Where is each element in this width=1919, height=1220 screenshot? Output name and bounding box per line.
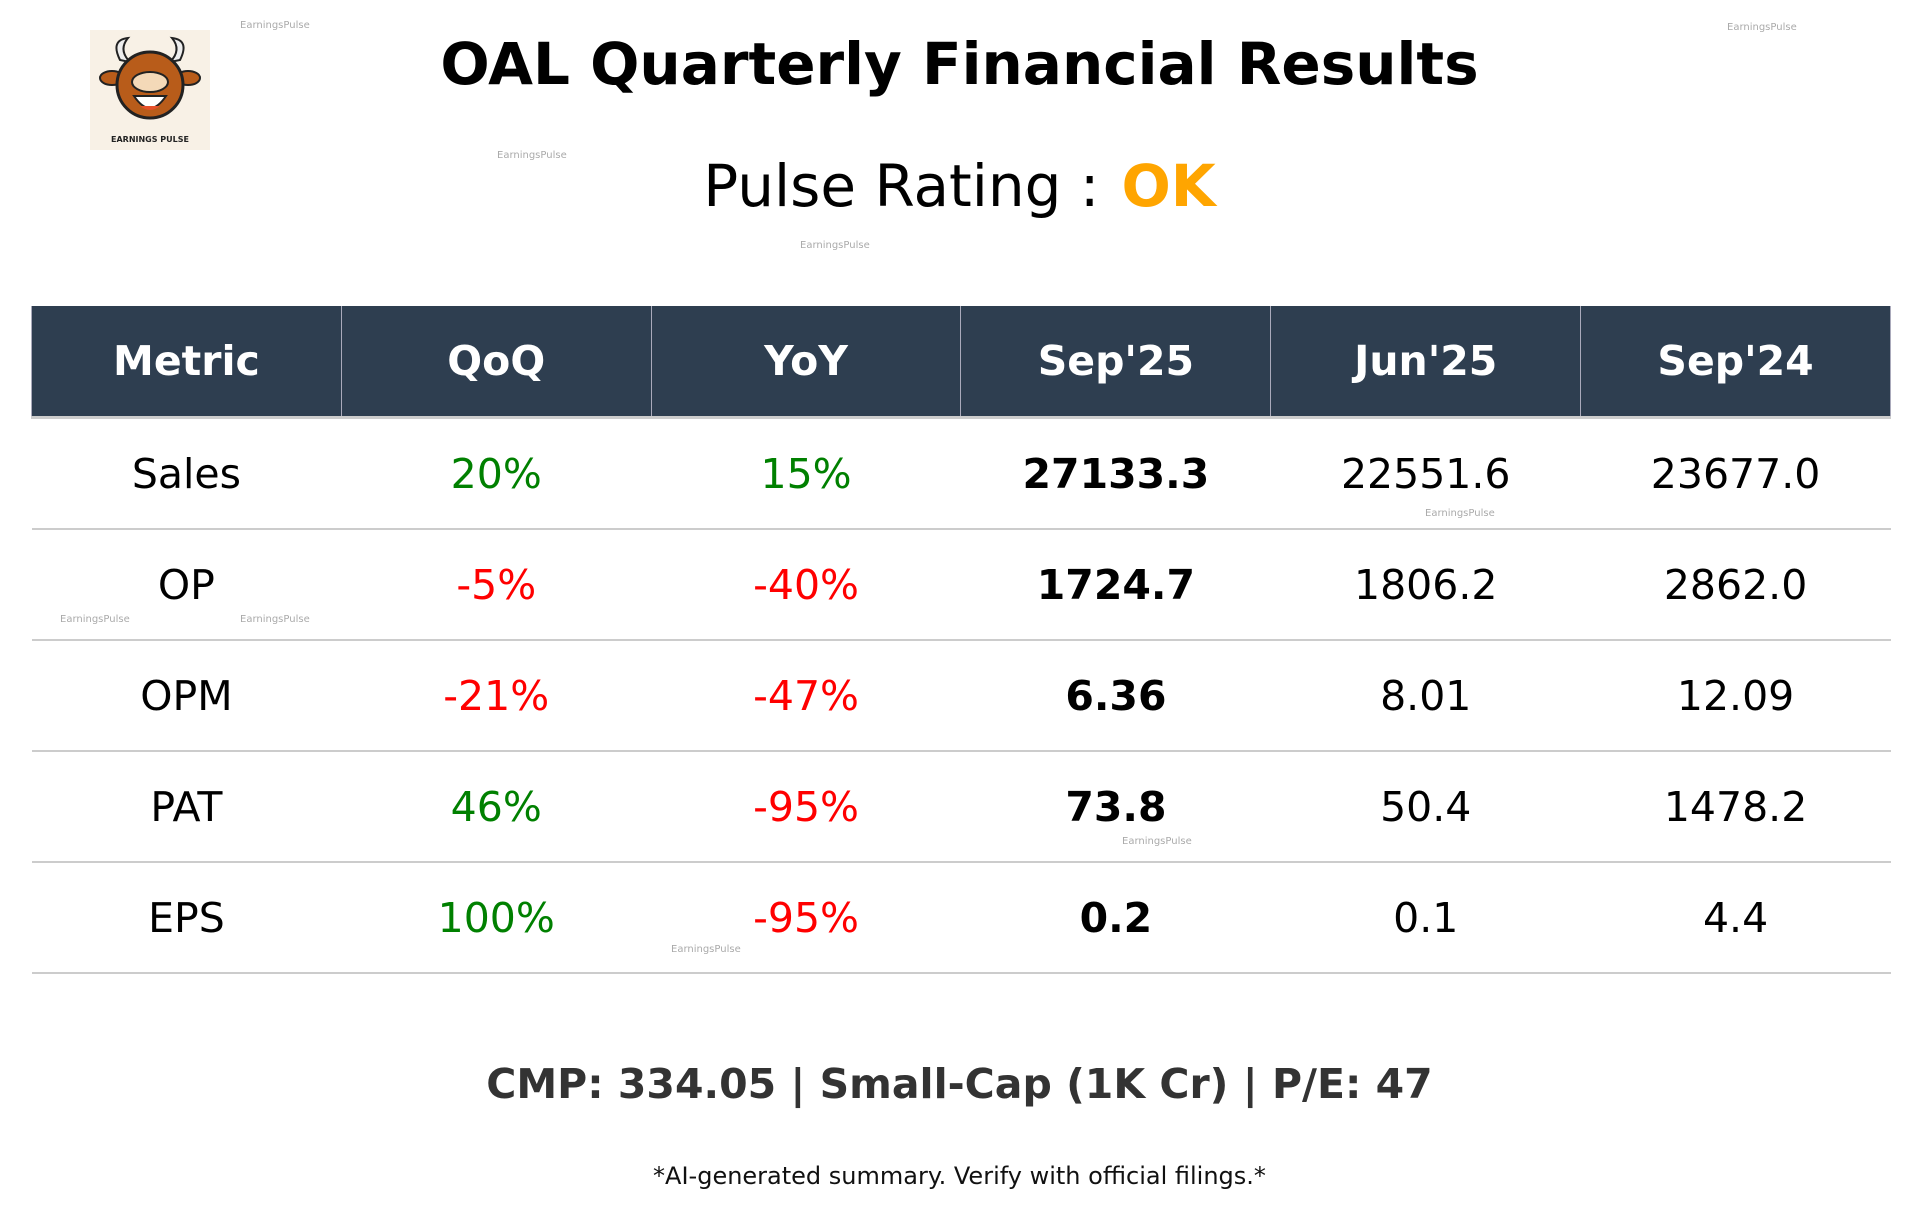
watermark: EarningsPulse	[800, 240, 870, 251]
results-table: Metric QoQ YoY Sep'25 Jun'25 Sep'24 Sale…	[31, 306, 1891, 974]
watermark: EarningsPulse	[1425, 508, 1495, 519]
watermark: EarningsPulse	[240, 20, 310, 31]
disclaimer: *AI-generated summary. Verify with offic…	[653, 1162, 1266, 1190]
cell-qoq: 46%	[341, 751, 652, 863]
watermark: EarningsPulse	[240, 614, 310, 625]
cell-metric: Sales	[31, 417, 342, 530]
page-title: OAL Quarterly Financial Results	[440, 30, 1479, 98]
cell-qoq: -5%	[341, 529, 652, 641]
header-qoq: QoQ	[340, 306, 652, 419]
header-yoy: YoY	[650, 306, 962, 419]
pulse-rating: Pulse Rating : OK	[0, 152, 1919, 220]
market-summary: CMP: 334.05 | Small-Cap (1K Cr) | P/E: 4…	[486, 1060, 1433, 1108]
table-row: OP -5% -40% 1724.7 1806.2 2862.0	[31, 529, 1891, 641]
cell-jun25: 22551.6	[1270, 417, 1581, 530]
watermark: EarningsPulse	[1122, 836, 1192, 847]
watermark: EarningsPulse	[671, 944, 741, 955]
header-metric: Metric	[31, 306, 342, 419]
cell-yoy: -40%	[651, 529, 961, 641]
header-jun25: Jun'25	[1270, 306, 1582, 419]
cell-metric: EPS	[31, 862, 342, 974]
cell-sep24: 12.09	[1580, 640, 1891, 752]
cell-jun25: 50.4	[1270, 751, 1581, 863]
cell-qoq: -21%	[341, 640, 652, 752]
cell-sep24: 2862.0	[1580, 529, 1891, 641]
bull-logo-icon: EARNINGS PULSE	[99, 36, 201, 144]
table-row: PAT 46% -95% 73.8 50.4 1478.2	[31, 751, 1891, 863]
cell-yoy: -95%	[651, 862, 961, 974]
cell-sep24: 4.4	[1580, 862, 1891, 974]
cell-sep25: 73.8	[960, 751, 1271, 863]
header-sep25: Sep'25	[960, 306, 1272, 419]
cell-sep25: 1724.7	[960, 529, 1271, 641]
cell-yoy: -95%	[651, 751, 961, 863]
cell-sep25: 6.36	[960, 640, 1271, 752]
pulse-rating-value: OK	[1121, 152, 1216, 220]
earnings-pulse-logo: EARNINGS PULSE	[90, 30, 210, 150]
cell-metric: PAT	[31, 751, 342, 863]
cell-qoq: 20%	[341, 417, 652, 530]
svg-text:EARNINGS PULSE: EARNINGS PULSE	[111, 135, 189, 144]
cell-qoq: 100%	[341, 862, 652, 974]
table-row: OPM -21% -47% 6.36 8.01 12.09	[31, 640, 1891, 752]
table-row: EPS 100% -95% 0.2 0.1 4.4	[31, 862, 1891, 974]
cell-sep24: 23677.0	[1580, 417, 1891, 530]
cell-jun25: 0.1	[1270, 862, 1581, 974]
cell-jun25: 1806.2	[1270, 529, 1581, 641]
watermark: EarningsPulse	[60, 614, 130, 625]
cell-yoy: -47%	[651, 640, 961, 752]
cell-sep25: 0.2	[960, 862, 1271, 974]
cell-metric: OPM	[31, 640, 342, 752]
watermark: EarningsPulse	[497, 150, 567, 161]
cell-jun25: 8.01	[1270, 640, 1581, 752]
watermark: EarningsPulse	[1727, 22, 1797, 33]
table-header-row: Metric QoQ YoY Sep'25 Jun'25 Sep'24	[31, 306, 1891, 419]
table-row: Sales 20% 15% 27133.3 22551.6 23677.0	[31, 417, 1891, 530]
cell-sep24: 1478.2	[1580, 751, 1891, 863]
cell-yoy: 15%	[651, 417, 961, 530]
cell-sep25: 27133.3	[960, 417, 1271, 530]
header-sep24: Sep'24	[1580, 306, 1891, 419]
pulse-rating-label: Pulse Rating :	[703, 152, 1100, 220]
cell-metric: OP	[31, 529, 342, 641]
